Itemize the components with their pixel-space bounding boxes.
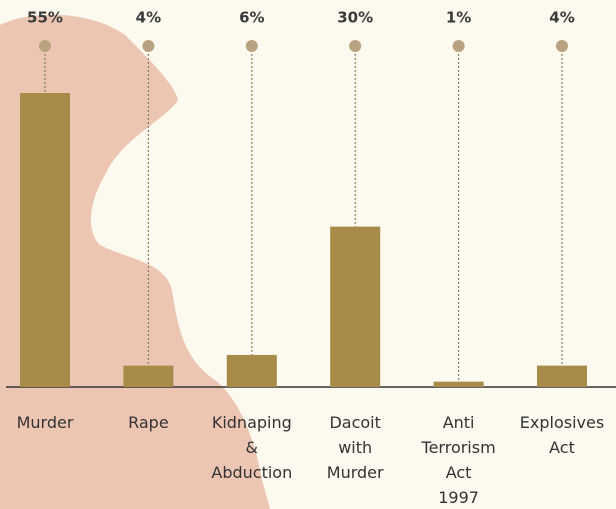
bar (330, 227, 380, 387)
category-label: Explosives Act (507, 410, 616, 460)
category-label: Anti Terrorism Act 1997 (404, 410, 514, 509)
value-label: 6% (239, 9, 264, 27)
leader-dot (39, 40, 51, 52)
value-label: 4% (136, 9, 161, 27)
bar (537, 366, 587, 387)
value-label: 1% (446, 9, 471, 27)
chart: 55% 4% 6% 30% 1% 4% MurderRapeKidnaping & Abd… (0, 0, 616, 509)
bar (227, 355, 277, 387)
category-label: Dacoit with Murder (300, 410, 410, 485)
value-label: 30% (337, 9, 373, 27)
leader-dot (453, 40, 465, 52)
leader-dot (142, 40, 154, 52)
category-label: Rape (93, 410, 203, 435)
value-label: 4% (549, 9, 574, 27)
category-label: Kidnaping & Abduction (197, 410, 307, 485)
leader-dot (556, 40, 568, 52)
value-label: 55% (27, 9, 63, 27)
category-label: Murder (0, 410, 100, 435)
bar (123, 366, 173, 387)
bar (20, 93, 70, 387)
bar (434, 382, 484, 387)
leader-dot (246, 40, 258, 52)
leader-dot (349, 40, 361, 52)
